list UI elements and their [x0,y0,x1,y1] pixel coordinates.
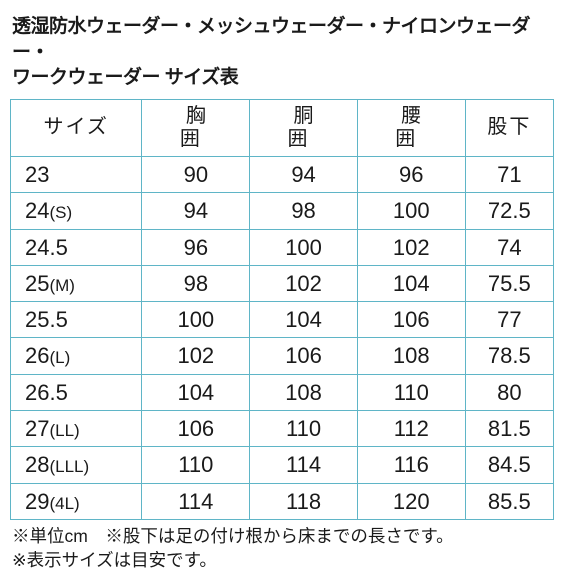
size-main: 24 [25,198,49,223]
cell-chest: 110 [142,447,250,483]
cell-chest: 96 [142,229,250,265]
cell-waist: 108 [250,374,358,410]
cell-hip: 110 [357,374,465,410]
title-line-1: 透湿防水ウェーダー・メッシュウェーダー・ナイロンウェーダー・ [12,16,530,63]
cell-waist: 118 [250,483,358,519]
cell-inseam: 81.5 [465,411,553,447]
cell-size: 25(M) [11,265,142,301]
table-row: 25.5 10010410677 [11,302,554,338]
cell-waist: 104 [250,302,358,338]
table-row: 24(S)949810072.5 [11,193,554,229]
col-size: サイズ [11,99,142,156]
cell-waist: 102 [250,265,358,301]
cell-inseam: 77 [465,302,553,338]
table-row: 26(L)10210610878.5 [11,338,554,374]
cell-chest: 90 [142,156,250,192]
cell-size: 27(LL) [11,411,142,447]
footnotes: ※単位cm ※股下は足の付け根から床までの長さです。 ※表示サイズは目安です。 [12,524,557,573]
size-main: 26.5 [25,380,68,405]
chart-title: 透湿防水ウェーダー・メッシュウェーダー・ナイロンウェーダー・ ワークウェーダー … [12,14,557,91]
cell-hip: 102 [357,229,465,265]
cell-size: 24.5 [11,229,142,265]
cell-size: 26.5 [11,374,142,410]
cell-waist: 94 [250,156,358,192]
size-paren: (L) [49,348,70,367]
cell-hip: 116 [357,447,465,483]
cell-chest: 98 [142,265,250,301]
cell-inseam: 84.5 [465,447,553,483]
size-paren: (LLL) [49,457,89,476]
cell-hip: 104 [357,265,465,301]
table-row: 24.5 9610010274 [11,229,554,265]
cell-waist: 106 [250,338,358,374]
size-paren: (S) [49,203,72,222]
size-main: 24.5 [25,235,68,260]
note-1: ※単位cm ※股下は足の付け根から床までの長さです。 [12,526,454,546]
cell-inseam: 78.5 [465,338,553,374]
header-row: サイズ 胸 囲 胴 囲 腰 囲 股下 [11,99,554,156]
cell-size: 29(4L) [11,483,142,519]
cell-chest: 94 [142,193,250,229]
table-row: 26.5 10410811080 [11,374,554,410]
col-hip: 腰 囲 [357,99,465,156]
cell-hip: 108 [357,338,465,374]
cell-chest: 102 [142,338,250,374]
size-main: 28 [25,452,49,477]
cell-waist: 110 [250,411,358,447]
col-chest: 胸 囲 [142,99,250,156]
cell-chest: 114 [142,483,250,519]
cell-inseam: 80 [465,374,553,410]
cell-size: 24(S) [11,193,142,229]
size-paren: (M) [49,276,74,295]
table-row: 23 90949671 [11,156,554,192]
cell-inseam: 72.5 [465,193,553,229]
title-line-2: ワークウェーダー サイズ表 [12,67,238,88]
col-inseam: 股下 [465,99,553,156]
cell-waist: 100 [250,229,358,265]
cell-inseam: 74 [465,229,553,265]
size-main: 26 [25,343,49,368]
size-table: サイズ 胸 囲 胴 囲 腰 囲 股下 239094967124(S)949810… [10,99,554,520]
cell-hip: 120 [357,483,465,519]
size-main: 23 [25,162,49,187]
cell-inseam: 71 [465,156,553,192]
cell-chest: 100 [142,302,250,338]
size-main: 25.5 [25,307,68,332]
cell-chest: 106 [142,411,250,447]
cell-size: 25.5 [11,302,142,338]
cell-waist: 114 [250,447,358,483]
size-paren: (4L) [49,494,79,513]
cell-hip: 100 [357,193,465,229]
table-row: 29(4L)11411812085.5 [11,483,554,519]
cell-size: 28(LLL) [11,447,142,483]
cell-hip: 96 [357,156,465,192]
cell-chest: 104 [142,374,250,410]
cell-hip: 112 [357,411,465,447]
cell-size: 23 [11,156,142,192]
size-paren: (LL) [49,421,79,440]
note-2: ※表示サイズは目安です。 [12,550,217,570]
cell-inseam: 75.5 [465,265,553,301]
col-waist: 胴 囲 [250,99,358,156]
cell-hip: 106 [357,302,465,338]
cell-inseam: 85.5 [465,483,553,519]
table-row: 28(LLL)11011411684.5 [11,447,554,483]
table-row: 27(LL)10611011281.5 [11,411,554,447]
cell-size: 26(L) [11,338,142,374]
size-main: 29 [25,489,49,514]
size-main: 25 [25,271,49,296]
size-main: 27 [25,416,49,441]
cell-waist: 98 [250,193,358,229]
table-row: 25(M)9810210475.5 [11,265,554,301]
